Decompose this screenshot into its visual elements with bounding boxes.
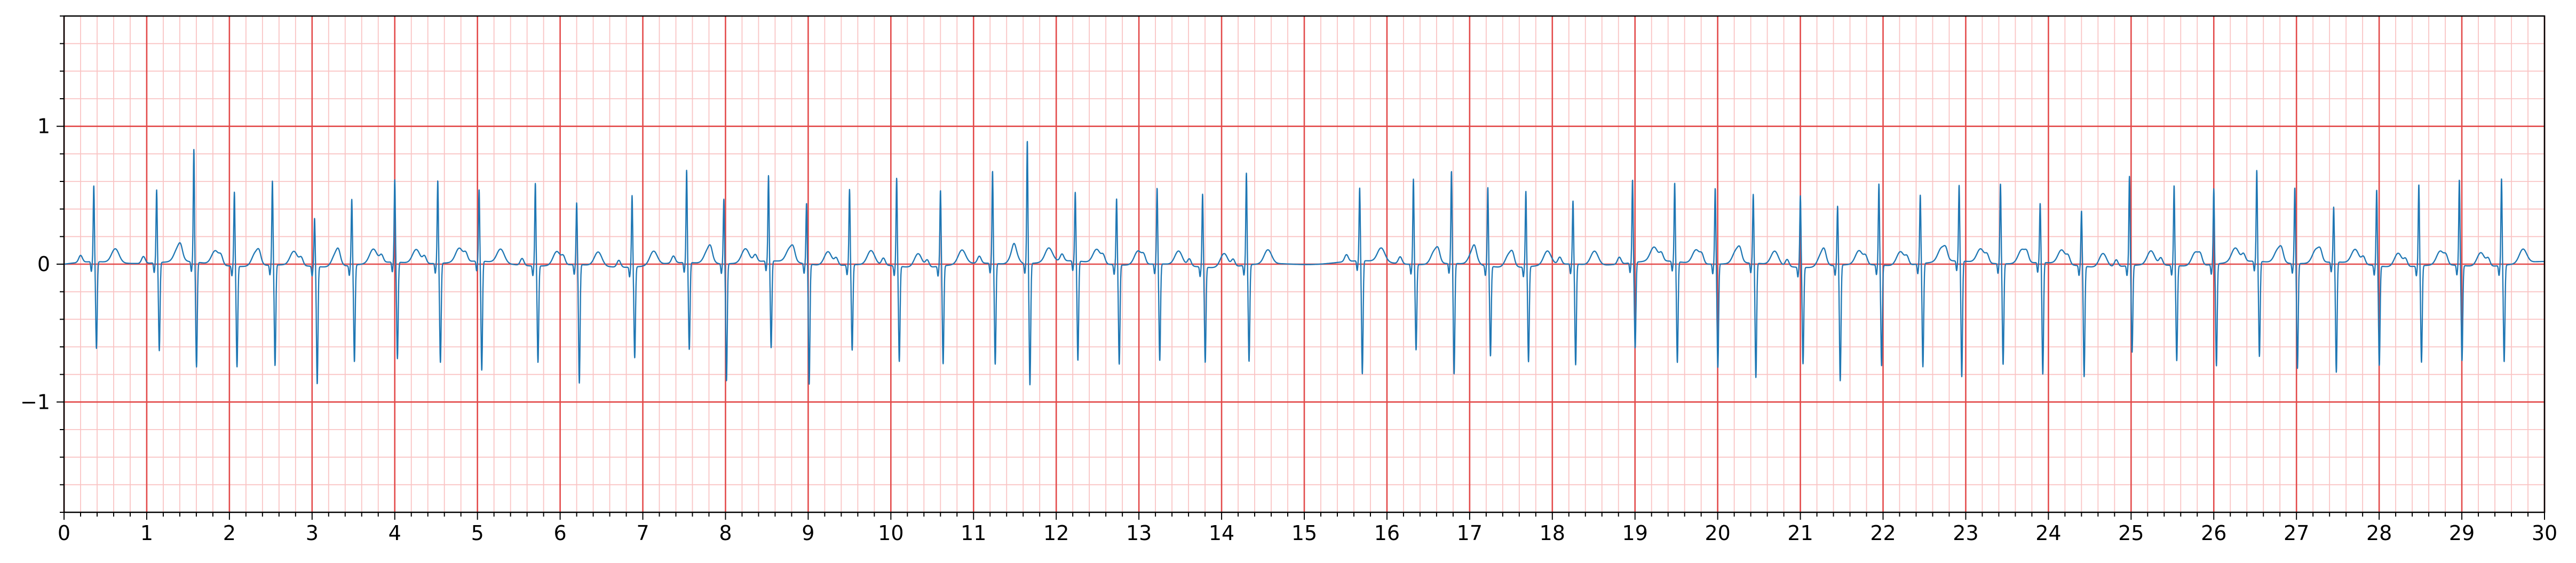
x-tick-label: 1 — [140, 521, 153, 545]
y-tick-label: −1 — [20, 390, 50, 414]
y-tick-label: 0 — [37, 252, 50, 276]
x-tick-label: 8 — [719, 521, 732, 545]
x-tick-label: 30 — [2532, 521, 2557, 545]
x-tick-label: 29 — [2449, 521, 2475, 545]
x-tick-label: 16 — [1374, 521, 1400, 545]
y-axis: −1 0 1 — [20, 15, 64, 513]
x-tick-label: 22 — [1870, 521, 1896, 545]
x-tick-label: 0 — [58, 521, 70, 545]
x-tick-label: 18 — [1540, 521, 1565, 545]
x-tick-label: 6 — [554, 521, 567, 545]
x-tick-label: 17 — [1457, 521, 1483, 545]
x-tick-label: 21 — [1787, 521, 1813, 545]
x-tick-label: 20 — [1705, 521, 1730, 545]
x-tick-label: 11 — [961, 521, 986, 545]
x-axis: 0 1 2 3 4 5 6 7 8 9 10 11 12 13 14 15 16 17 18 19 20 21 22 23 24… — [58, 512, 2557, 545]
x-tick-label: 3 — [306, 521, 319, 545]
x-tick-label: 10 — [878, 521, 903, 545]
x-tick-label: 27 — [2284, 521, 2309, 545]
x-tick-label: 26 — [2201, 521, 2226, 545]
ecg-trace-layer — [64, 141, 2545, 386]
x-tick-label: 24 — [2035, 521, 2061, 545]
y-tick-label: 1 — [37, 115, 50, 138]
x-tick-label: 2 — [223, 521, 236, 545]
x-tick-label: 13 — [1126, 521, 1152, 545]
x-tick-label: 19 — [1622, 521, 1648, 545]
x-tick-label: 15 — [1291, 521, 1317, 545]
x-tick-label: 4 — [389, 521, 401, 545]
x-tick-label: 12 — [1043, 521, 1069, 545]
x-tick-label: 25 — [2118, 521, 2144, 545]
x-tick-label: 9 — [802, 521, 814, 545]
x-tick-label: 7 — [636, 521, 649, 545]
x-tick-label: 23 — [1953, 521, 1978, 545]
ecg-trace-line — [64, 141, 2545, 386]
x-tick-label: 28 — [2366, 521, 2392, 545]
x-tick-label: 5 — [471, 521, 484, 545]
x-tick-label: 14 — [1209, 521, 1234, 545]
